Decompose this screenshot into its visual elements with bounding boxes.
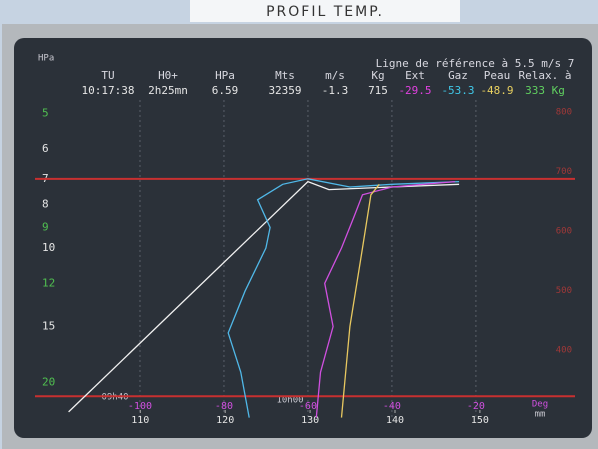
label-tag: PROFIL TEMP. bbox=[266, 4, 384, 20]
readout-header: H0+ bbox=[158, 69, 178, 82]
x-tick-label: -80 bbox=[215, 401, 233, 412]
time-label: 09h40 bbox=[101, 393, 128, 403]
readout-value: -29.5 bbox=[398, 84, 431, 97]
readout-value: -53.3 bbox=[441, 84, 474, 97]
y-tick-label: 5 bbox=[42, 107, 49, 120]
y-tick-label: 20 bbox=[42, 375, 55, 388]
right-tick-label: 600 bbox=[556, 226, 572, 236]
readout-value: 6.59 bbox=[212, 84, 239, 97]
readout-header: m/s bbox=[325, 69, 345, 82]
y-tick-label: 6 bbox=[42, 142, 49, 155]
y-tick-label: 15 bbox=[42, 320, 55, 333]
x2-unit: mm bbox=[535, 410, 546, 420]
x2-tick-label: 140 bbox=[386, 415, 404, 426]
readout-header: HPa bbox=[215, 69, 235, 82]
page: PROFIL TEMP. HPa Ligne de référence à 5.… bbox=[0, 0, 598, 449]
readout-value: -1.3 bbox=[322, 84, 349, 97]
x2-tick-label: 110 bbox=[131, 415, 149, 426]
readout-value: 32359 bbox=[268, 84, 301, 97]
y-tick-label: 12 bbox=[42, 276, 55, 289]
readout-header: Peau bbox=[484, 69, 511, 82]
x2-tick-label: 150 bbox=[471, 415, 489, 426]
readout-header: TU bbox=[101, 69, 114, 82]
y-tick-label: 9 bbox=[42, 221, 49, 234]
right-tick-label: 400 bbox=[556, 345, 572, 355]
x-tick-label: -20 bbox=[467, 401, 485, 412]
readout-header: Gaz bbox=[448, 69, 468, 82]
right-tick-label: 800 bbox=[556, 107, 572, 117]
x-unit: Deg bbox=[532, 400, 548, 410]
readout-value: 715 bbox=[368, 84, 388, 97]
readout-header: Mts bbox=[275, 69, 295, 82]
readout-header: Kg bbox=[371, 69, 384, 82]
x2-tick-label: 120 bbox=[216, 415, 234, 426]
readout-value: 10:17:38 bbox=[82, 84, 135, 97]
readout-header: Ext bbox=[405, 69, 425, 82]
x-tick-label: -40 bbox=[383, 401, 401, 412]
right-tick-label: 700 bbox=[556, 167, 572, 177]
readout-value: 2h25mn bbox=[148, 84, 188, 97]
readout-header: Relax. à bbox=[519, 69, 572, 82]
right-tick-label: 500 bbox=[556, 286, 572, 296]
y-tick-label: 10 bbox=[42, 241, 55, 254]
y-tick-label: 8 bbox=[42, 198, 49, 211]
screen bbox=[14, 38, 592, 438]
monitor-photo: PROFIL TEMP. HPa Ligne de référence à 5.… bbox=[0, 0, 598, 449]
corner-label: HPa bbox=[38, 54, 54, 64]
readout-value: -48.9 bbox=[480, 84, 513, 97]
readout-value: 333 Kg bbox=[525, 84, 565, 97]
